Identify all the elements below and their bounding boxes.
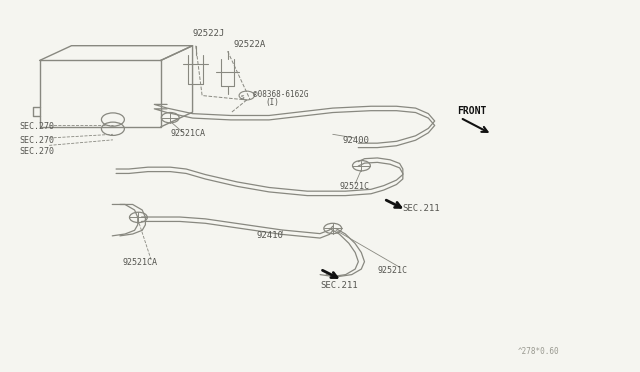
Text: 92521C: 92521C	[339, 182, 369, 191]
Text: ^278*0.60: ^278*0.60	[518, 347, 559, 356]
Text: S: S	[241, 95, 244, 100]
Text: 92410: 92410	[256, 231, 283, 240]
Text: 92400: 92400	[342, 136, 369, 145]
Text: FRONT: FRONT	[457, 106, 486, 116]
Text: ®08368-6162G: ®08368-6162G	[253, 90, 308, 99]
Text: SEC.211: SEC.211	[320, 281, 358, 290]
Text: 92521C: 92521C	[378, 266, 407, 275]
Text: 92521CA: 92521CA	[170, 129, 205, 138]
Text: (I): (I)	[266, 98, 280, 107]
Text: SEC.270: SEC.270	[19, 136, 54, 145]
Text: 92521CA: 92521CA	[122, 258, 157, 267]
Text: SEC.211: SEC.211	[403, 204, 440, 213]
Text: SEC.270: SEC.270	[19, 122, 54, 131]
Text: 92522A: 92522A	[234, 40, 266, 49]
Text: SEC.270: SEC.270	[19, 147, 54, 156]
Text: 92522J: 92522J	[193, 29, 225, 38]
